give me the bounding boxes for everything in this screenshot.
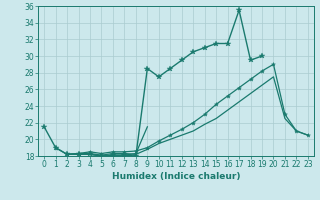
X-axis label: Humidex (Indice chaleur): Humidex (Indice chaleur): [112, 172, 240, 181]
